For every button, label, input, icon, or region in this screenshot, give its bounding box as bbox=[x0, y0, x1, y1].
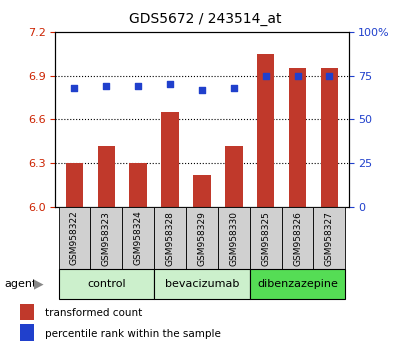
Bar bbox=[288, 68, 306, 207]
Text: GSM958324: GSM958324 bbox=[133, 211, 142, 266]
Bar bbox=[58, 269, 154, 299]
Bar bbox=[122, 207, 154, 269]
Text: bevacizumab: bevacizumab bbox=[164, 279, 238, 289]
Text: GSM958328: GSM958328 bbox=[165, 211, 174, 266]
Text: dibenzazepine: dibenzazepine bbox=[256, 279, 337, 289]
Bar bbox=[281, 207, 313, 269]
Bar bbox=[97, 146, 115, 207]
Text: agent: agent bbox=[4, 279, 36, 289]
Bar bbox=[193, 175, 210, 207]
Bar bbox=[58, 207, 90, 269]
Bar bbox=[65, 163, 83, 207]
Bar bbox=[217, 207, 249, 269]
Text: GSM958327: GSM958327 bbox=[324, 211, 333, 266]
Text: control: control bbox=[87, 279, 125, 289]
Bar bbox=[256, 54, 274, 207]
Point bbox=[325, 73, 332, 79]
Bar bbox=[90, 207, 122, 269]
Point bbox=[230, 85, 236, 91]
Point bbox=[294, 73, 300, 79]
Text: GSM958326: GSM958326 bbox=[292, 211, 301, 266]
Bar bbox=[249, 207, 281, 269]
Point bbox=[103, 83, 109, 89]
Point bbox=[198, 87, 205, 92]
Point bbox=[166, 81, 173, 87]
Text: transformed count: transformed count bbox=[45, 308, 142, 318]
Bar bbox=[225, 146, 242, 207]
Text: ▶: ▶ bbox=[34, 278, 43, 291]
Text: GSM958325: GSM958325 bbox=[261, 211, 270, 266]
Text: GDS5672 / 243514_at: GDS5672 / 243514_at bbox=[128, 12, 281, 27]
Bar bbox=[129, 163, 146, 207]
Bar bbox=[249, 269, 344, 299]
Point bbox=[262, 73, 268, 79]
Text: GSM958322: GSM958322 bbox=[70, 211, 79, 266]
Bar bbox=[20, 304, 34, 320]
Bar bbox=[161, 112, 178, 207]
Text: GSM958329: GSM958329 bbox=[197, 211, 206, 266]
Point bbox=[71, 85, 78, 91]
Bar bbox=[154, 207, 186, 269]
Bar bbox=[313, 207, 344, 269]
Point bbox=[135, 83, 141, 89]
Text: GSM958330: GSM958330 bbox=[229, 211, 238, 266]
Bar bbox=[154, 269, 249, 299]
Text: GSM958323: GSM958323 bbox=[101, 211, 110, 266]
Bar bbox=[320, 68, 337, 207]
Bar bbox=[20, 324, 34, 341]
Bar bbox=[186, 207, 217, 269]
Text: percentile rank within the sample: percentile rank within the sample bbox=[45, 329, 220, 339]
